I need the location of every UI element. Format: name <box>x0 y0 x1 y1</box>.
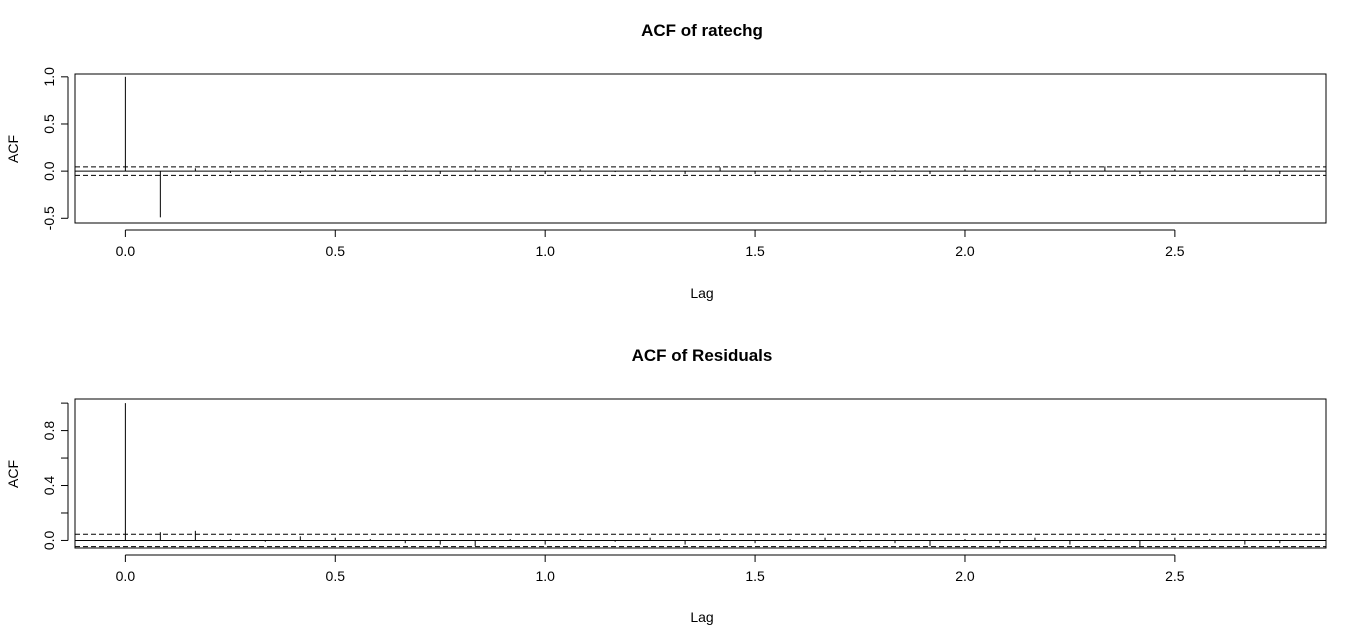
x-tick-label: 2.0 <box>955 568 975 584</box>
y-tick-label: 0.0 <box>41 531 57 551</box>
chart-title: ACF of Residuals <box>632 346 773 365</box>
y-axis-label: ACF <box>5 135 21 163</box>
y-tick-label: 0.8 <box>41 421 57 441</box>
y-tick-label: -0.5 <box>41 206 57 230</box>
x-tick-label: 2.5 <box>1165 568 1185 584</box>
x-tick-label: 2.5 <box>1165 243 1185 259</box>
x-axis-label: Lag <box>690 285 713 301</box>
chart-title: ACF of ratechg <box>641 21 763 40</box>
y-tick-label: 0.5 <box>41 114 57 134</box>
y-tick-label: 0.0 <box>41 161 57 181</box>
x-tick-label: 1.0 <box>535 243 555 259</box>
x-tick-label: 1.5 <box>745 243 765 259</box>
x-tick-label: 0.5 <box>326 243 346 259</box>
y-tick-label: 1.0 <box>41 67 57 87</box>
y-tick-label: 0.4 <box>41 476 57 496</box>
acf-residuals-panel: ACF of Residuals Lag ACF 0.0 0.5 1.0 1.5 2.0… <box>5 346 1327 625</box>
plot-frame <box>74 398 1327 549</box>
x-tick-label: 0.0 <box>116 568 136 584</box>
x-tick-label: 1.5 <box>745 568 765 584</box>
x-tick-label: 0.5 <box>326 568 346 584</box>
x-tick-label: 0.0 <box>116 243 136 259</box>
acf-ratechg-panel: ACF of ratechg Lag ACF 0.0 0.5 1.0 1.5 2.0 2.… <box>5 21 1327 301</box>
x-tick-label: 1.0 <box>535 568 555 584</box>
x-tick-label: 2.0 <box>955 243 975 259</box>
plot-frame <box>74 73 1327 224</box>
x-axis-label: Lag <box>690 609 713 625</box>
y-axis-label: ACF <box>5 460 21 488</box>
